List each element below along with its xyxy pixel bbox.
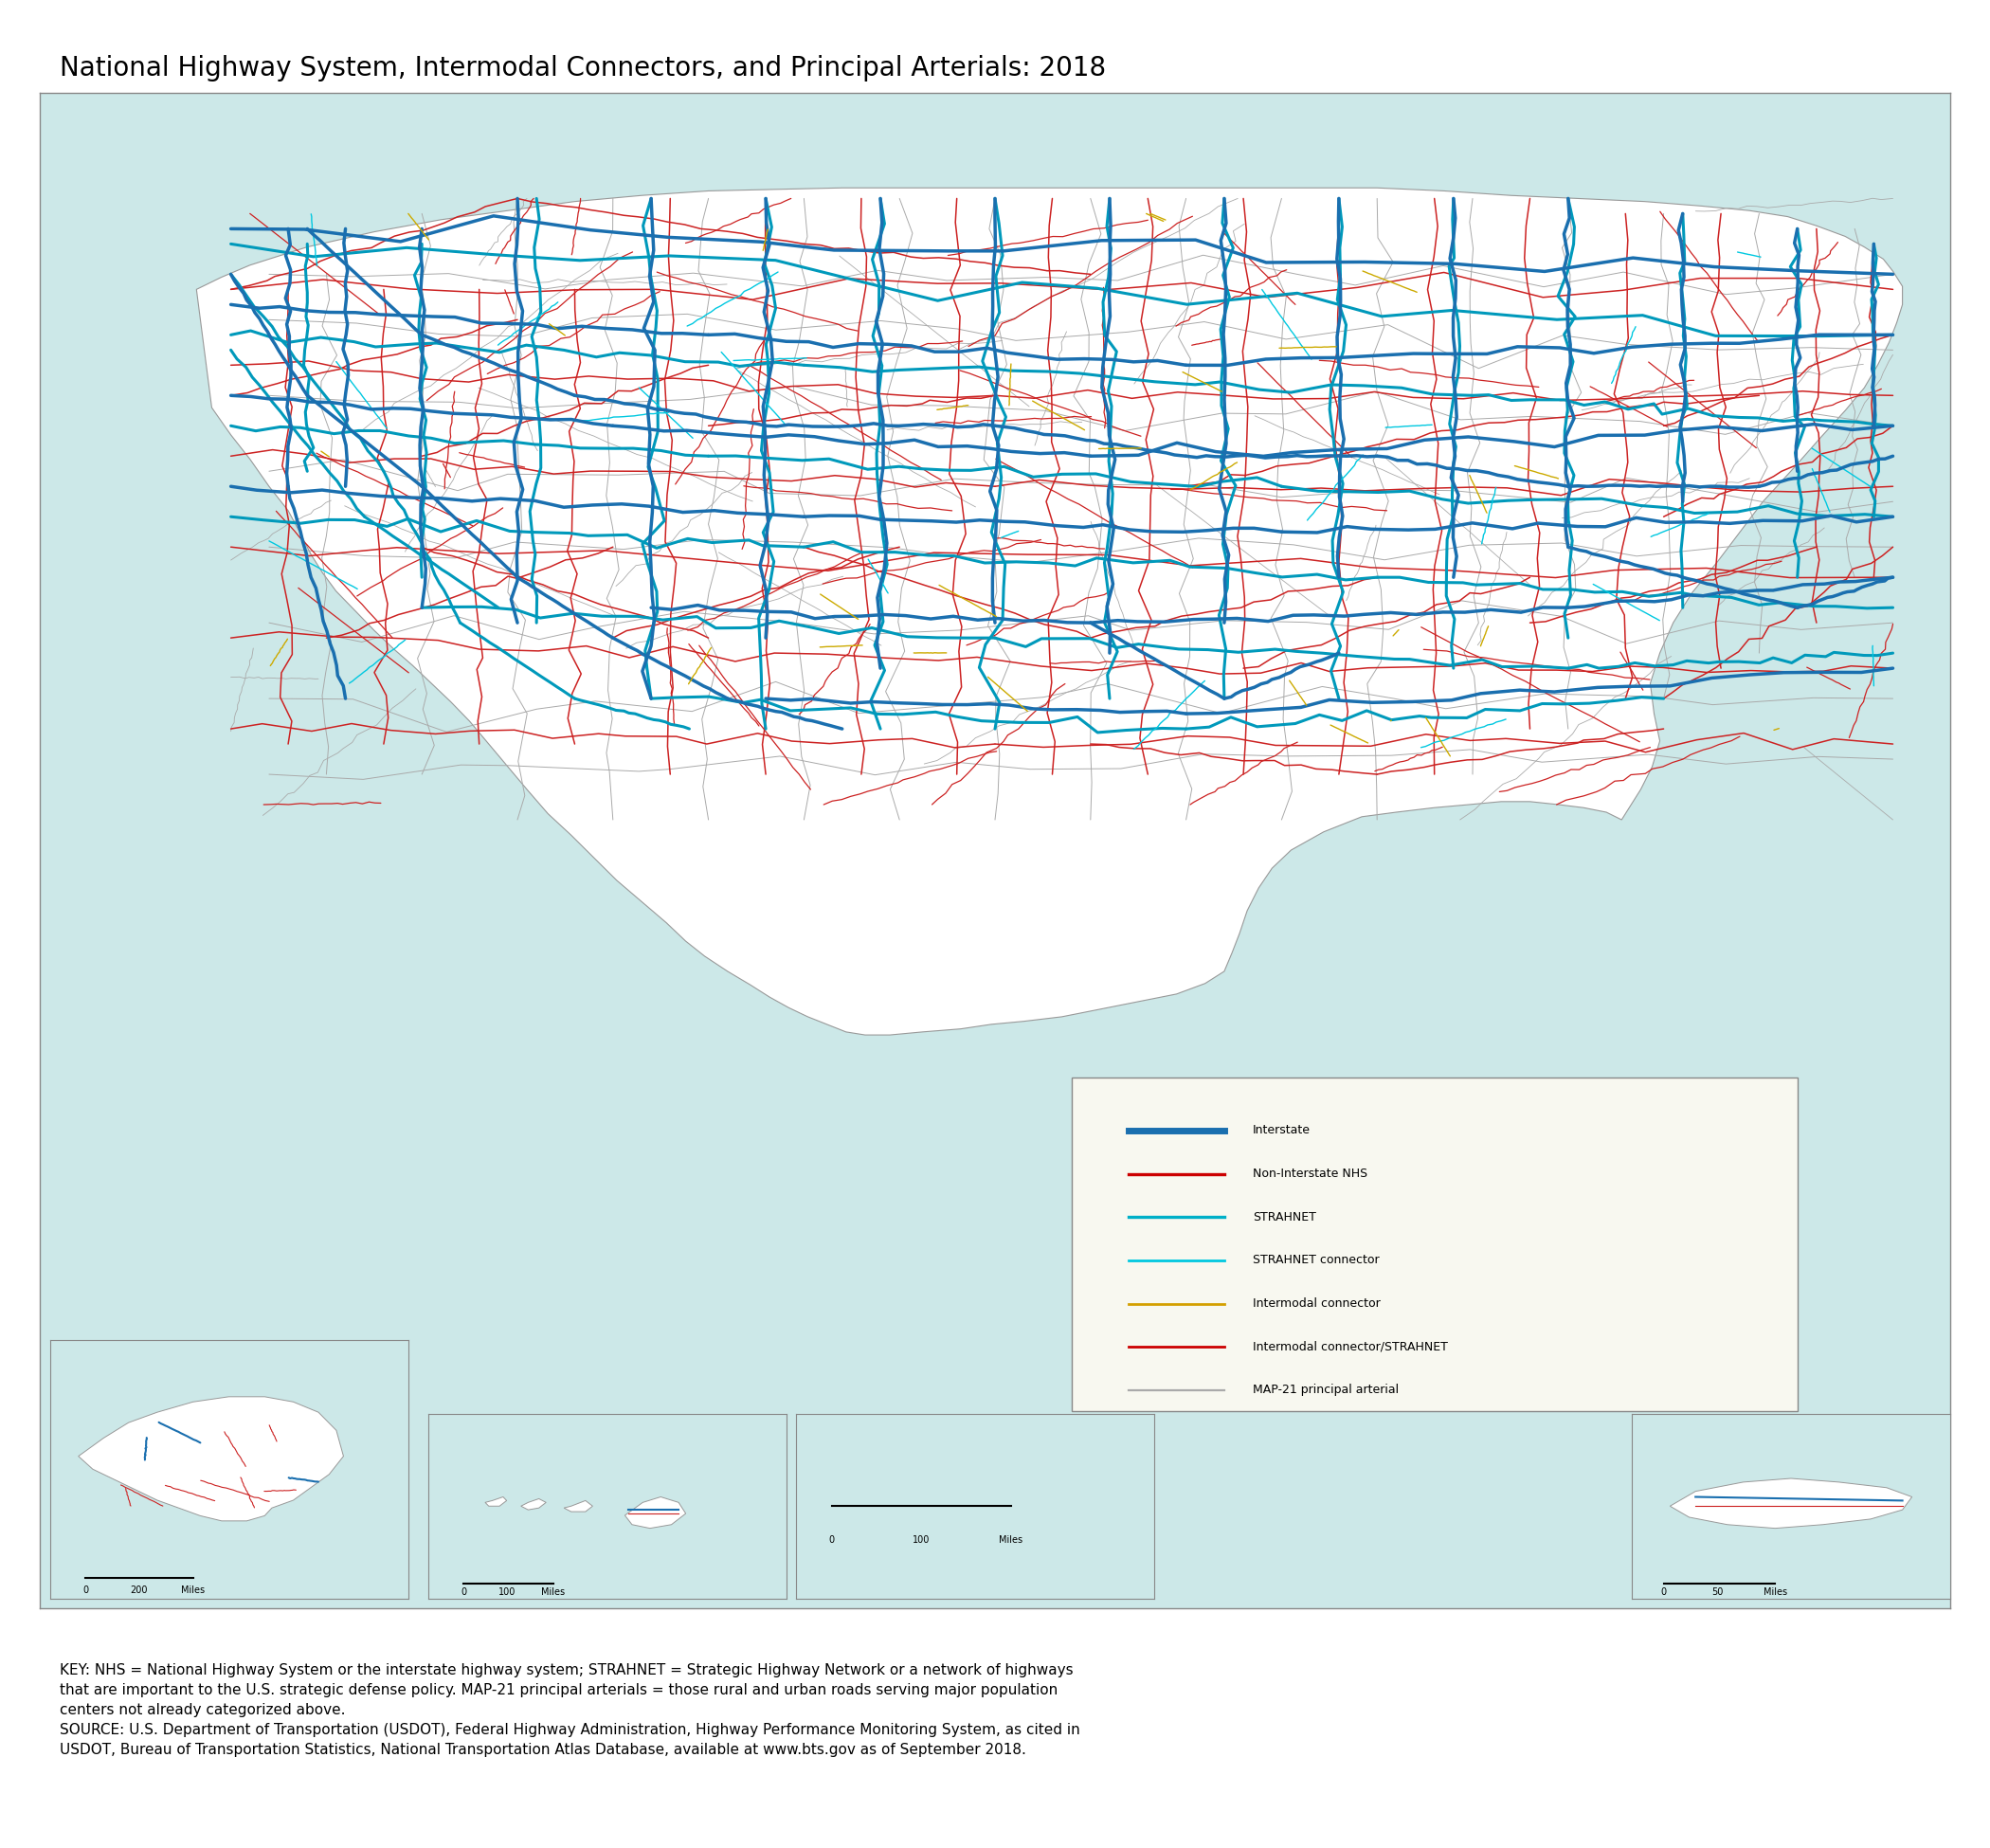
Text: Intermodal connector/STRAHNET: Intermodal connector/STRAHNET [1254, 1342, 1449, 1353]
Text: Intermodal connector: Intermodal connector [1254, 1297, 1381, 1310]
Text: Miles: Miles [181, 1586, 205, 1595]
Text: National Highway System, Intermodal Connectors, and Principal Arterials: 2018: National Highway System, Intermodal Conn… [60, 55, 1106, 81]
Text: STRAHNET: STRAHNET [1254, 1210, 1315, 1223]
Polygon shape [625, 1497, 687, 1528]
Text: 50: 50 [1711, 1587, 1723, 1597]
Polygon shape [563, 1501, 593, 1512]
Text: Interstate: Interstate [1254, 1124, 1311, 1137]
Text: 0: 0 [84, 1586, 88, 1595]
Polygon shape [78, 1397, 344, 1521]
Text: 200: 200 [131, 1586, 147, 1595]
Polygon shape [197, 188, 1902, 1035]
Text: 0: 0 [462, 1587, 466, 1597]
Text: 0: 0 [830, 1536, 834, 1545]
Text: STRAHNET connector: STRAHNET connector [1254, 1255, 1379, 1266]
Text: Miles: Miles [999, 1536, 1023, 1545]
Text: Miles: Miles [1763, 1587, 1787, 1597]
Text: MAP-21 principal arterial: MAP-21 principal arterial [1254, 1384, 1399, 1397]
Text: 100: 100 [498, 1587, 515, 1597]
Polygon shape [521, 1499, 545, 1510]
Text: Non-Interstate NHS: Non-Interstate NHS [1254, 1168, 1367, 1179]
Text: Miles: Miles [541, 1587, 565, 1597]
FancyBboxPatch shape [1071, 1077, 1797, 1410]
Text: 100: 100 [913, 1536, 929, 1545]
Text: 0: 0 [1662, 1587, 1666, 1597]
Text: KEY: NHS = National Highway System or the interstate highway system; STRAHNET = : KEY: NHS = National Highway System or th… [60, 1663, 1081, 1757]
Polygon shape [486, 1497, 507, 1506]
Polygon shape [1670, 1478, 1912, 1528]
